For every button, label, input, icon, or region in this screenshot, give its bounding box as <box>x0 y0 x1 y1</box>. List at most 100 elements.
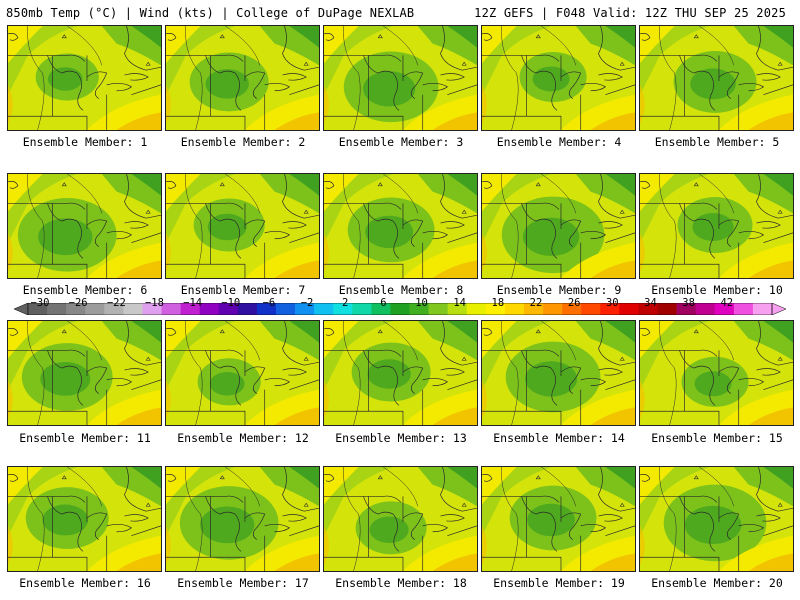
colorbar-segment <box>161 303 181 315</box>
colorbar-segment <box>581 303 601 315</box>
colorbar-min-arrow <box>14 303 29 315</box>
colorbar-tick-label: 6 <box>380 297 387 309</box>
colorbar-max-arrow <box>771 303 786 315</box>
colorbar-segment <box>619 303 639 315</box>
colorbar-segment <box>47 303 67 315</box>
colorbar-tick-label: −14 <box>183 297 203 309</box>
colorbar-segment <box>371 303 391 315</box>
colorbar-segment <box>733 303 754 315</box>
run-valid-time: 12Z GEFS | F048 Valid: 12Z THU SEP 25 20… <box>474 6 786 20</box>
ensemble-member-label: Ensemble Member: 8 <box>338 283 464 297</box>
ensemble-member-label: Ensemble Member: 6 <box>22 283 148 297</box>
colorbar-tick-label: 10 <box>415 297 428 309</box>
ensemble-map-panel <box>639 173 794 279</box>
colorbar-segment <box>104 303 124 315</box>
ensemble-map-panel <box>481 466 636 572</box>
colorbar-segment <box>543 303 563 315</box>
ensemble-member-label: Ensemble Member: 7 <box>180 283 306 297</box>
temperature-colorbar <box>14 303 786 315</box>
colorbar-segment <box>390 303 410 315</box>
ensemble-map-panel <box>165 466 320 572</box>
colorbar-segment <box>333 303 353 315</box>
ensemble-member-label: Ensemble Member: 17 <box>177 576 309 590</box>
ensemble-member-label: Ensemble Member: 16 <box>19 576 151 590</box>
colorbar-tick-label: 34 <box>644 297 657 309</box>
colorbar-tick-label: 26 <box>567 297 581 309</box>
colorbar-segment <box>142 303 162 315</box>
colorbar-tick-label: −6 <box>262 297 276 309</box>
colorbar-tick-label: 22 <box>529 297 543 309</box>
colorbar-segment <box>600 303 620 315</box>
ensemble-map-panel <box>639 25 794 131</box>
ensemble-map-panel <box>7 320 162 426</box>
ensemble-map-panel <box>165 320 320 426</box>
colorbar-segment <box>524 303 544 315</box>
ensemble-map-panel <box>7 466 162 572</box>
colorbar-segment <box>276 303 296 315</box>
colorbar-segment <box>85 303 105 315</box>
ensemble-map-panel <box>165 25 320 131</box>
colorbar-tick-label: −22 <box>106 297 126 309</box>
colorbar-segment <box>504 303 525 315</box>
ensemble-member-label: Ensemble Member: 14 <box>493 431 625 445</box>
ensemble-map-panel <box>323 466 478 572</box>
colorbar-tick-label: −30 <box>30 297 50 309</box>
colorbar-segment <box>562 303 582 315</box>
colorbar-segment <box>409 303 429 315</box>
ensemble-map-panel <box>481 25 636 131</box>
colorbar-tick-label: −10 <box>221 297 241 309</box>
colorbar-tick-label: −2 <box>300 297 314 309</box>
ensemble-member-label: Ensemble Member: 12 <box>177 431 309 445</box>
map-title: 850mb Temp (°C) | Wind (kts) | College o… <box>6 6 415 20</box>
ensemble-member-label: Ensemble Member: 4 <box>496 135 622 149</box>
ensemble-map-panel <box>323 320 478 426</box>
ensemble-member-label: Ensemble Member: 13 <box>335 431 467 445</box>
colorbar-segment <box>447 303 468 315</box>
colorbar-segment <box>295 303 315 315</box>
ensemble-member-label: Ensemble Member: 2 <box>180 135 306 149</box>
colorbar-segment <box>314 303 334 315</box>
ensemble-map-panel <box>7 25 162 131</box>
ensemble-map-panel <box>7 173 162 279</box>
colorbar-segment <box>123 303 143 315</box>
ensemble-map-panel <box>639 466 794 572</box>
colorbar-tick-label: 14 <box>453 297 467 309</box>
colorbar-segment <box>695 303 716 315</box>
ensemble-member-label: Ensemble Member: 11 <box>19 431 151 445</box>
colorbar-segment <box>466 303 487 315</box>
ensemble-member-label: Ensemble Member: 18 <box>335 576 467 590</box>
ensemble-member-label: Ensemble Member: 3 <box>338 135 464 149</box>
colorbar-segment <box>428 303 448 315</box>
colorbar-segment <box>752 303 773 315</box>
colorbar-segment <box>676 303 696 315</box>
colorbar-segment <box>638 303 658 315</box>
ensemble-member-label: Ensemble Member: 19 <box>493 576 625 590</box>
colorbar-segment <box>237 303 258 315</box>
colorbar-segment <box>28 303 48 315</box>
colorbar-tick-label: 42 <box>720 297 734 309</box>
ensemble-member-label: Ensemble Member: 10 <box>651 283 783 297</box>
colorbar-segment <box>714 303 735 315</box>
colorbar-segment <box>180 303 200 315</box>
colorbar-segment <box>657 303 677 315</box>
colorbar-segment <box>485 303 506 315</box>
ensemble-map-panel <box>323 25 478 131</box>
colorbar-tick-label: 30 <box>605 297 619 309</box>
ensemble-map-panel <box>323 173 478 279</box>
colorbar-segment <box>352 303 372 315</box>
colorbar-tick-label: −18 <box>144 297 164 309</box>
ensemble-member-label: Ensemble Member: 15 <box>651 431 783 445</box>
ensemble-member-label: Ensemble Member: 5 <box>654 135 780 149</box>
colorbar-tick-label: 38 <box>682 297 695 309</box>
colorbar-tick-label: 18 <box>491 297 505 309</box>
ensemble-map-panel <box>481 173 636 279</box>
ensemble-map-panel <box>481 320 636 426</box>
colorbar-tick-label: −26 <box>68 297 88 309</box>
colorbar-segment <box>199 303 220 315</box>
ensemble-member-label: Ensemble Member: 9 <box>496 283 622 297</box>
ensemble-map-panel <box>639 320 794 426</box>
colorbar-outline <box>27 303 773 315</box>
ensemble-map-panel <box>165 173 320 279</box>
colorbar-segment <box>66 303 86 315</box>
colorbar-segment <box>256 303 277 315</box>
